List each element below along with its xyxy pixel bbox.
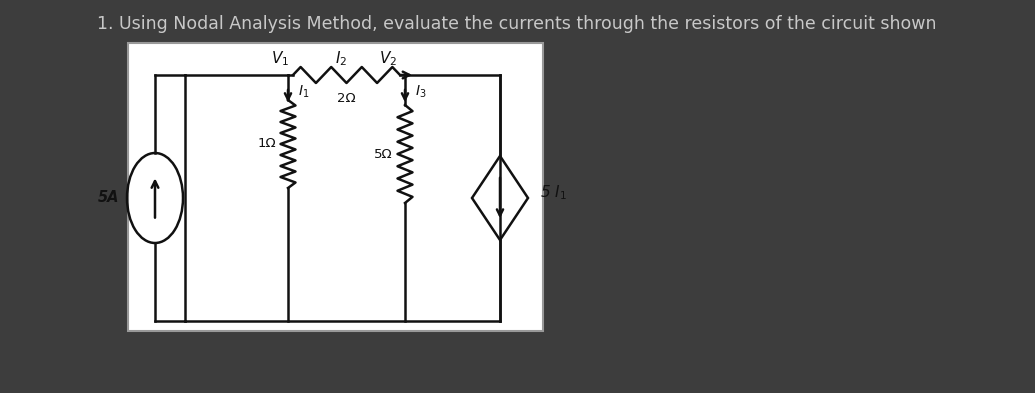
FancyBboxPatch shape — [128, 43, 543, 331]
Text: $I_2$: $I_2$ — [335, 49, 348, 68]
Text: 2Ω: 2Ω — [337, 92, 356, 105]
Text: $I_3$: $I_3$ — [415, 84, 426, 100]
Text: $I_1$: $I_1$ — [298, 84, 309, 100]
Text: 5 $I_1$: 5 $I_1$ — [540, 184, 567, 202]
Text: 5A: 5A — [97, 191, 119, 206]
Text: $V_2$: $V_2$ — [380, 49, 397, 68]
Text: 5Ω: 5Ω — [375, 147, 393, 160]
Text: $V_1$: $V_1$ — [271, 49, 289, 68]
Text: 1Ω: 1Ω — [258, 138, 276, 151]
Text: 1. Using Nodal Analysis Method, evaluate the currents through the resistors of t: 1. Using Nodal Analysis Method, evaluate… — [97, 15, 937, 33]
